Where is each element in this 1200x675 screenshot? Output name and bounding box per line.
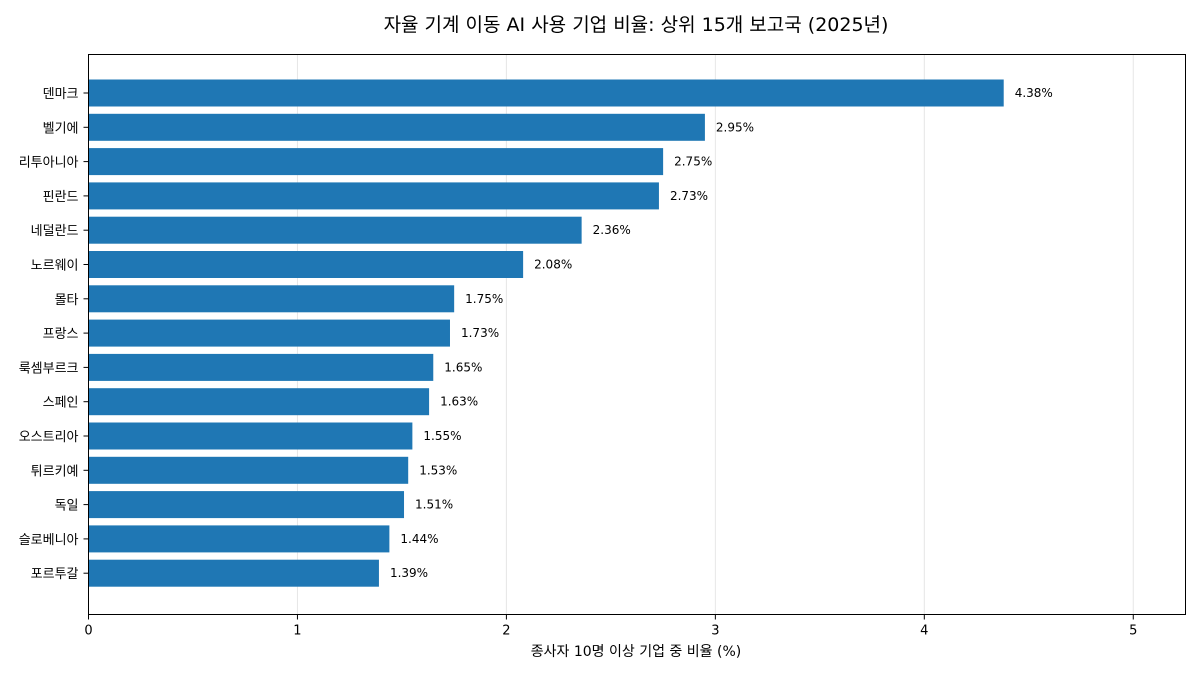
x-tick-label-5: 5	[1129, 624, 1137, 639]
category-labels: 덴마크벨기에리투아니아핀란드네덜란드노르웨이몰타프랑스룩셈부르크스페인오스트리아…	[19, 87, 89, 582]
bar-4	[88, 216, 582, 244]
bar-7	[88, 319, 450, 347]
category-label-9: 스페인	[43, 396, 79, 411]
category-label-7: 프랑스	[43, 327, 79, 342]
category-label-6: 몰타	[55, 293, 79, 308]
data-label-0: 4.38%	[1015, 86, 1053, 100]
x-tick-label-2: 2	[502, 624, 510, 639]
x-tick-label-4: 4	[920, 624, 928, 639]
data-label-3: 2.73%	[670, 189, 708, 203]
data-label-5: 2.08%	[534, 258, 572, 272]
plot-frame	[88, 54, 1186, 615]
bar-0	[88, 79, 1004, 107]
x-tick-label-1: 1	[293, 624, 301, 639]
bar-2	[88, 148, 664, 176]
x-tick-label-0: 0	[84, 624, 92, 639]
data-label-7: 1.73%	[461, 326, 499, 340]
category-label-14: 포르투갈	[31, 567, 79, 582]
category-label-4: 네덜란드	[31, 224, 79, 239]
data-label-1: 2.95%	[716, 120, 754, 134]
bar-3	[88, 182, 659, 210]
category-label-12: 독일	[55, 499, 79, 514]
category-label-8: 룩셈부르크	[19, 361, 79, 376]
data-label-8: 1.65%	[444, 360, 482, 374]
data-label-9: 1.63%	[440, 395, 478, 409]
category-label-0: 덴마크	[43, 87, 79, 102]
bars	[88, 79, 1004, 587]
data-label-14: 1.39%	[390, 566, 428, 580]
category-label-2: 리투아니아	[19, 156, 79, 171]
data-label-10: 1.55%	[423, 429, 461, 443]
bar-5	[88, 251, 524, 278]
data-label-13: 1.44%	[400, 532, 438, 546]
bar-13	[88, 525, 390, 553]
data-label-6: 1.75%	[465, 292, 503, 306]
chart-title: 자율 기계 이동 AI 사용 기업 비율: 상위 15개 보고국 (2025년)	[384, 14, 889, 36]
category-label-3: 핀란드	[43, 190, 79, 205]
data-label-4: 2.36%	[593, 223, 631, 237]
x-tick-label-3: 3	[711, 624, 719, 639]
category-label-11: 튀르키예	[31, 464, 79, 479]
data-label-11: 1.53%	[419, 463, 457, 477]
data-label-12: 1.51%	[415, 498, 453, 512]
category-label-1: 벨기에	[43, 121, 79, 136]
bar-11	[88, 456, 409, 484]
category-label-10: 오스트리아	[19, 430, 79, 445]
bar-1	[88, 113, 705, 141]
bar-6	[88, 285, 455, 313]
x-axis-title: 종사자 10명 이상 기업 중 비율 (%)	[531, 644, 741, 660]
bar-8	[88, 353, 434, 381]
category-label-13: 슬로베니아	[19, 533, 79, 548]
bar-12	[88, 491, 405, 519]
bar-14	[88, 559, 379, 587]
bar-9	[88, 388, 430, 416]
x-axis-ticks: 0 1 2 3 4 5	[84, 614, 1137, 639]
data-labels: 4.38% 2.95% 2.75% 2.73% 2.36% 2.08% 1.75% 1.73%…	[390, 86, 1053, 580]
grid-lines	[296, 54, 1134, 615]
bar-10	[88, 422, 413, 450]
data-label-2: 2.75%	[674, 155, 712, 169]
category-label-5: 노르웨이	[31, 259, 79, 274]
